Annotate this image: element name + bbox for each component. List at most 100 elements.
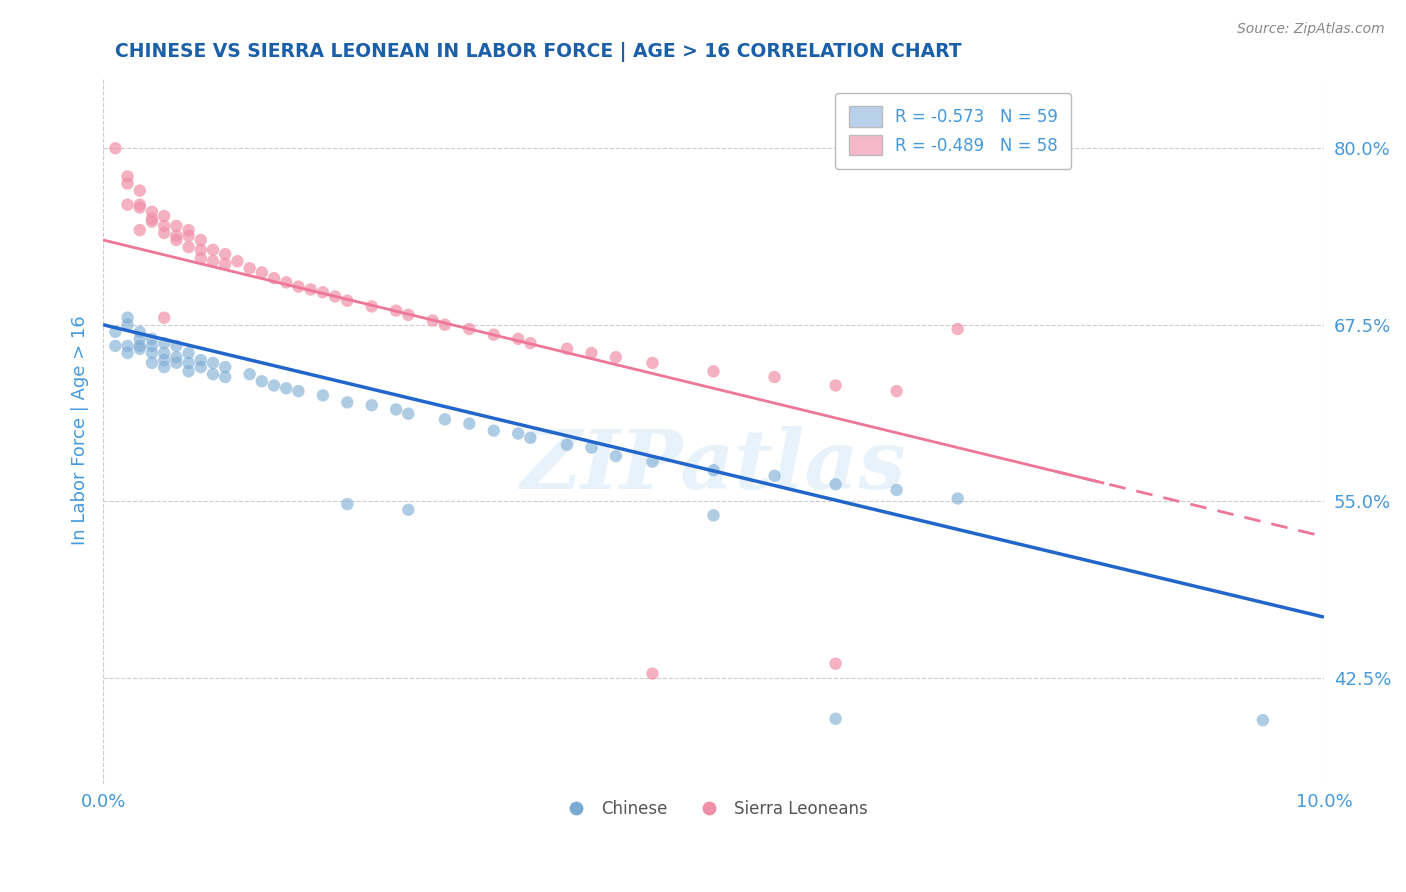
Point	[214, 257, 236, 271]
Point	[250, 374, 273, 388]
Point	[117, 310, 139, 325]
Point	[555, 438, 578, 452]
Text: ZIPatlas: ZIPatlas	[520, 426, 907, 506]
Point	[214, 360, 236, 375]
Point	[177, 356, 200, 370]
Point	[177, 228, 200, 243]
Point	[117, 169, 139, 184]
Point	[141, 346, 163, 360]
Point	[239, 367, 262, 381]
Point	[396, 407, 419, 421]
Point	[581, 346, 603, 360]
Point	[555, 342, 578, 356]
Point	[153, 226, 176, 240]
Point	[641, 455, 664, 469]
Point	[128, 184, 150, 198]
Point	[141, 204, 163, 219]
Point	[263, 271, 285, 285]
Point	[128, 339, 150, 353]
Point	[946, 491, 969, 506]
Point	[385, 303, 408, 318]
Point	[190, 252, 212, 266]
Point	[104, 339, 127, 353]
Point	[153, 336, 176, 351]
Point	[141, 211, 163, 226]
Point	[117, 318, 139, 332]
Point	[104, 325, 127, 339]
Point	[250, 265, 273, 279]
Point	[165, 350, 187, 364]
Point	[128, 342, 150, 356]
Point	[165, 219, 187, 233]
Point	[312, 285, 335, 300]
Point	[763, 468, 786, 483]
Point	[214, 370, 236, 384]
Point	[605, 449, 627, 463]
Point	[702, 508, 724, 523]
Point	[519, 431, 541, 445]
Point	[482, 327, 505, 342]
Point	[153, 353, 176, 368]
Point	[763, 370, 786, 384]
Point	[165, 233, 187, 247]
Y-axis label: In Labor Force | Age > 16: In Labor Force | Age > 16	[72, 316, 89, 546]
Point	[201, 356, 224, 370]
Point	[190, 353, 212, 368]
Point	[641, 356, 664, 370]
Point	[263, 378, 285, 392]
Point	[287, 384, 309, 398]
Point	[153, 346, 176, 360]
Point	[104, 141, 127, 155]
Point	[287, 279, 309, 293]
Point	[519, 336, 541, 351]
Point	[458, 322, 481, 336]
Point	[177, 223, 200, 237]
Point	[117, 197, 139, 211]
Point	[336, 293, 359, 308]
Point	[201, 367, 224, 381]
Point	[276, 381, 298, 395]
Point	[153, 209, 176, 223]
Point	[201, 254, 224, 268]
Point	[141, 339, 163, 353]
Point	[128, 223, 150, 237]
Point	[153, 360, 176, 375]
Point	[117, 346, 139, 360]
Point	[141, 356, 163, 370]
Point	[177, 364, 200, 378]
Point	[396, 502, 419, 516]
Point	[396, 308, 419, 322]
Point	[128, 325, 150, 339]
Point	[508, 332, 530, 346]
Point	[433, 412, 456, 426]
Point	[190, 360, 212, 375]
Point	[312, 388, 335, 402]
Point	[117, 177, 139, 191]
Point	[824, 378, 846, 392]
Text: CHINESE VS SIERRA LEONEAN IN LABOR FORCE | AGE > 16 CORRELATION CHART: CHINESE VS SIERRA LEONEAN IN LABOR FORCE…	[115, 42, 962, 62]
Legend: Chinese, Sierra Leoneans: Chinese, Sierra Leoneans	[553, 794, 875, 825]
Point	[165, 228, 187, 243]
Point	[128, 332, 150, 346]
Point	[128, 197, 150, 211]
Point	[581, 441, 603, 455]
Point	[165, 339, 187, 353]
Point	[605, 350, 627, 364]
Point	[824, 477, 846, 491]
Point	[201, 243, 224, 257]
Point	[482, 424, 505, 438]
Point	[433, 318, 456, 332]
Point	[336, 395, 359, 409]
Point	[886, 384, 908, 398]
Point	[214, 247, 236, 261]
Point	[239, 261, 262, 276]
Point	[153, 310, 176, 325]
Point	[422, 313, 444, 327]
Point	[117, 339, 139, 353]
Point	[360, 299, 382, 313]
Point	[824, 657, 846, 671]
Point	[141, 214, 163, 228]
Point	[128, 201, 150, 215]
Point	[824, 712, 846, 726]
Point	[385, 402, 408, 417]
